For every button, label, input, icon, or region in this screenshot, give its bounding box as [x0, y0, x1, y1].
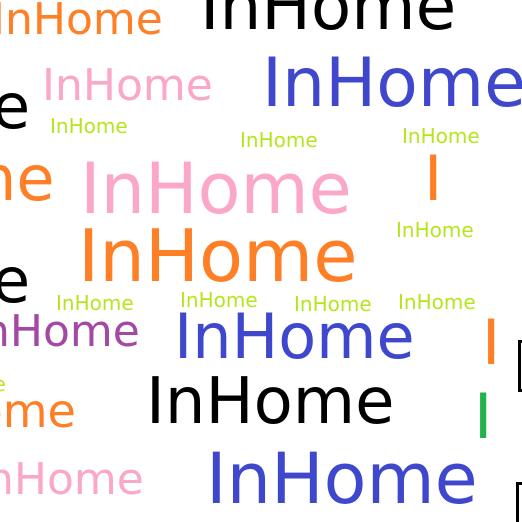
- word-inhome-orange-large: InHome: [78, 214, 358, 298]
- word-home-orange-left: Home: [0, 384, 76, 438]
- word-inhome-green-3: InHome: [402, 124, 480, 148]
- black-frame-fragment-2: [516, 482, 522, 522]
- word-i-green-right: I: [474, 380, 493, 453]
- word-inhome-green-8: InHome: [398, 290, 476, 314]
- word-inhome-green-1: InHome: [50, 114, 128, 138]
- black-frame-fragment: [518, 340, 522, 392]
- word-inhome-orange-top: InHome: [0, 0, 163, 45]
- word-inhome-blue-1: InHome: [262, 44, 522, 123]
- word-i-orange-right-2: I: [482, 306, 501, 379]
- word-inhome-blue-2: InHome: [174, 300, 415, 373]
- word-i-orange-right: I: [424, 142, 443, 215]
- word-inhome-green-6: InHome: [180, 288, 258, 312]
- word-inhome-blue-bottom: InHome: [206, 438, 478, 520]
- word-nhome-purple: nHome: [0, 306, 140, 357]
- word-inhome-green-5: InHome: [56, 291, 134, 315]
- word-me-green-left: me: [0, 374, 6, 394]
- word-nhome-pink-bottom: nHome: [0, 454, 144, 505]
- word-inhome-black-large: InHome: [146, 365, 395, 439]
- word-e-black-left-1: e: [0, 70, 31, 143]
- word-inhome-green-4: InHome: [396, 218, 474, 242]
- word-inhome-green-7: InHome: [294, 292, 372, 316]
- word-me-orange-left: me: [0, 142, 55, 215]
- word-inhome-pink-large: InHome: [80, 148, 352, 230]
- word-inhome-pink-1: InHome: [42, 60, 213, 111]
- word-inhome-green-2: InHome: [240, 128, 318, 152]
- word-e-black-left-2: e: [0, 244, 31, 317]
- word-inhome-black-top: InHome: [200, 0, 457, 45]
